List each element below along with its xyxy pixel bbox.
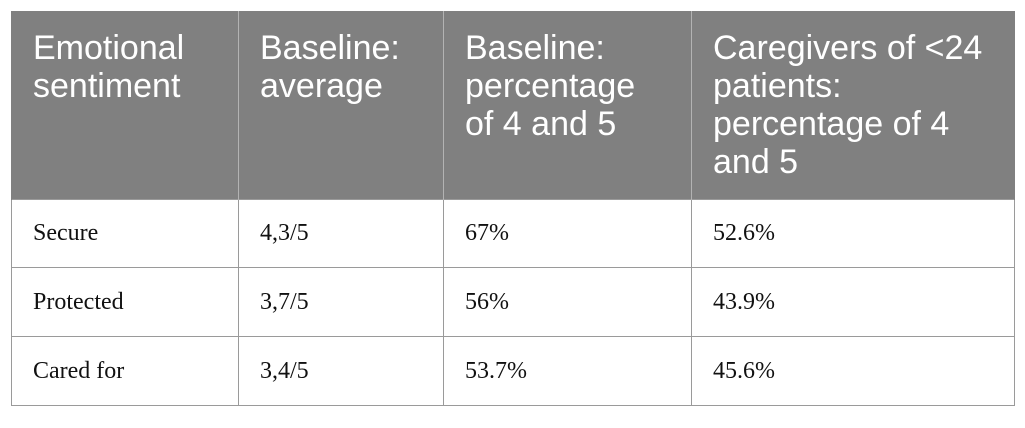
cell-caregivers-percentage: 52.6% (691, 199, 1015, 268)
header-baseline-average: Baseline: average (238, 11, 444, 200)
cell-sentiment: Secure (11, 199, 239, 268)
header-caregivers-percentage: Caregivers of <24 patients: percentage o… (691, 11, 1015, 200)
cell-caregivers-percentage: 45.6% (691, 336, 1015, 406)
cell-caregivers-percentage: 43.9% (691, 267, 1015, 337)
cell-baseline-average: 3,4/5 (238, 336, 444, 406)
cell-baseline-average: 4,3/5 (238, 199, 444, 268)
table-header: Emotional sentiment Baseline: average Ba… (11, 11, 1015, 200)
table-row: Protected 3,7/5 56% 43.9% (11, 267, 1015, 337)
cell-sentiment: Protected (11, 267, 239, 337)
header-baseline-percentage: Baseline: percentage of 4 and 5 (443, 11, 692, 200)
header-row: Emotional sentiment Baseline: average Ba… (11, 11, 1015, 200)
data-table-container: Emotional sentiment Baseline: average Ba… (11, 11, 1015, 406)
cell-baseline-percentage: 67% (443, 199, 692, 268)
table-body: Secure 4,3/5 67% 52.6% Protected 3,7/5 5… (11, 199, 1015, 406)
cell-baseline-average: 3,7/5 (238, 267, 444, 337)
cell-sentiment: Cared for (11, 336, 239, 406)
cell-baseline-percentage: 53.7% (443, 336, 692, 406)
sentiment-table: Emotional sentiment Baseline: average Ba… (11, 11, 1015, 406)
header-emotional-sentiment: Emotional sentiment (11, 11, 239, 200)
cell-baseline-percentage: 56% (443, 267, 692, 337)
table-row: Secure 4,3/5 67% 52.6% (11, 199, 1015, 268)
table-row: Cared for 3,4/5 53.7% 45.6% (11, 336, 1015, 406)
